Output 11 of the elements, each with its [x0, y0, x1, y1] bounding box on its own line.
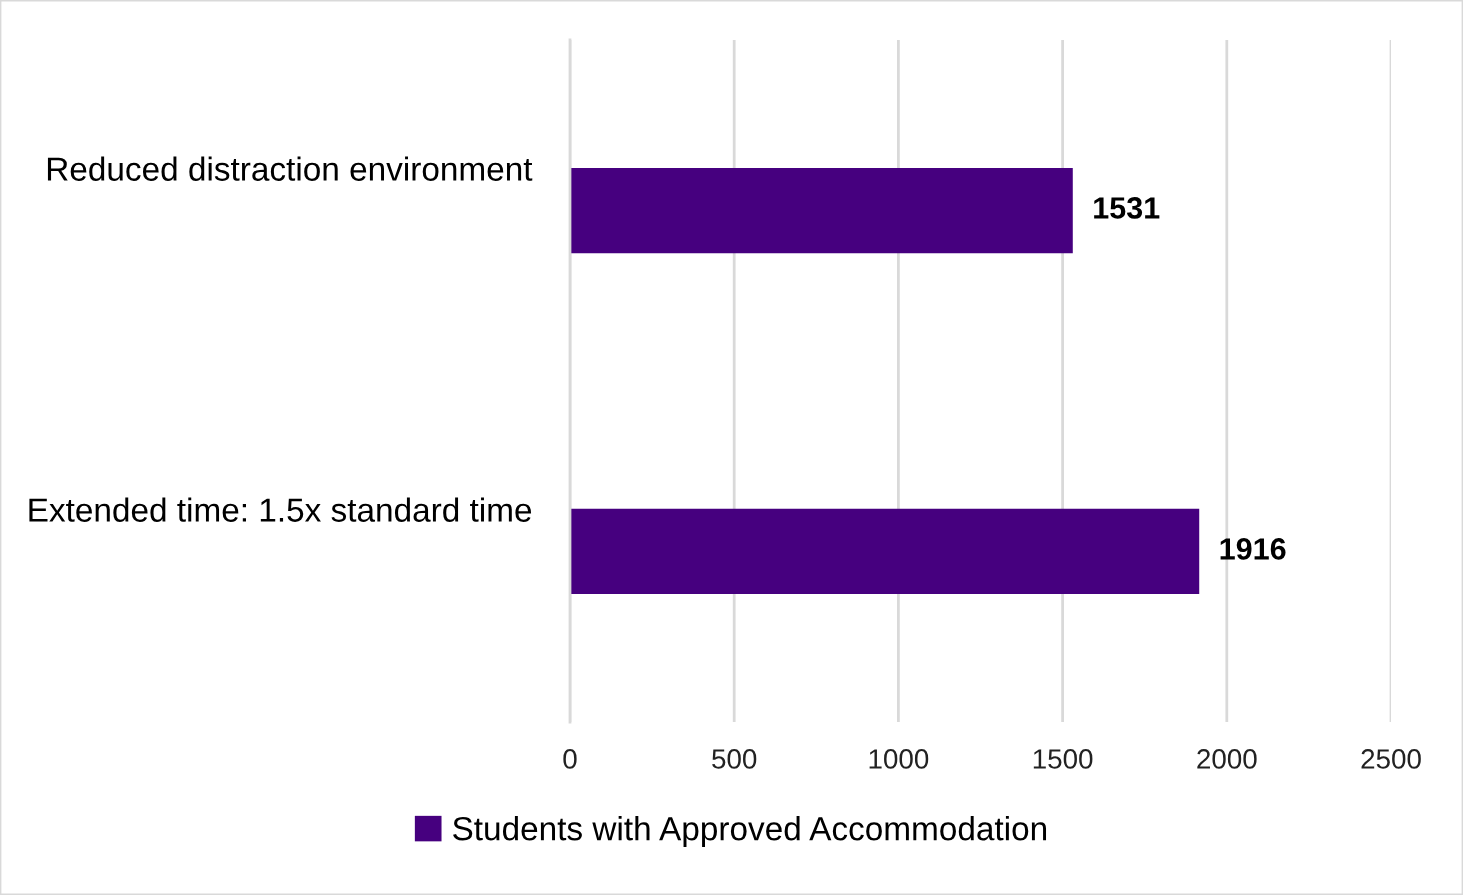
x-tick-label: 500	[712, 749, 757, 769]
x-tick-label: 1500	[1033, 749, 1093, 769]
x-tick-label: 2000	[1197, 749, 1257, 769]
data-label: 1531	[1094, 197, 1160, 219]
y-tick-label: Extended time: 1.5x standard time	[29, 497, 532, 522]
y-tick-label: Reduced distraction environment	[47, 156, 533, 181]
x-tick-label: 0	[563, 749, 577, 769]
x-tick-label: 1000	[869, 749, 929, 769]
data-label: 1916	[1220, 538, 1286, 560]
legend-label: Students with Approved Accommodation	[453, 816, 1047, 848]
x-tick-label: 2500	[1361, 749, 1421, 769]
